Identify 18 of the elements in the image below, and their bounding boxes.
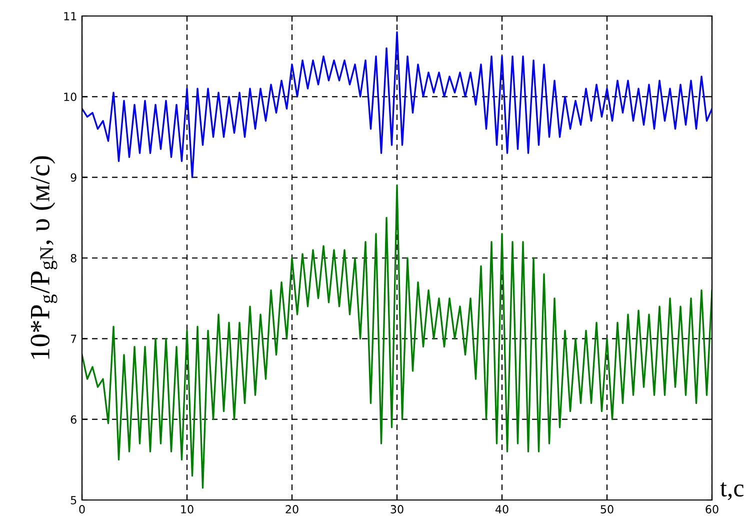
y-tick-label: 10 [64,92,76,102]
y-tick-label: 5 [70,496,76,504]
y-tick-label: 11 [64,12,76,20]
x-tick-label: 40 [495,505,508,514]
y-tick-label: 6 [70,415,76,424]
x-tick-label: 0 [79,505,85,514]
x-tick-label: 30 [390,505,404,514]
y-tick-label: 8 [70,254,76,262]
y-tick-label: 7 [70,334,76,343]
x-tick-label: 50 [600,505,614,514]
y-axis-title: 10*P$_{g}$/P$_{gN}$, υ (м/с) [30,156,58,359]
x-tick-label: 60 [706,505,718,514]
line-series [82,31,712,178]
line-series [82,184,712,489]
x-tick-label: 20 [286,505,298,514]
x-tick-label: 10 [181,505,194,514]
x-axis-title: t,c [720,482,744,500]
y-tick-label: 9 [70,173,76,182]
